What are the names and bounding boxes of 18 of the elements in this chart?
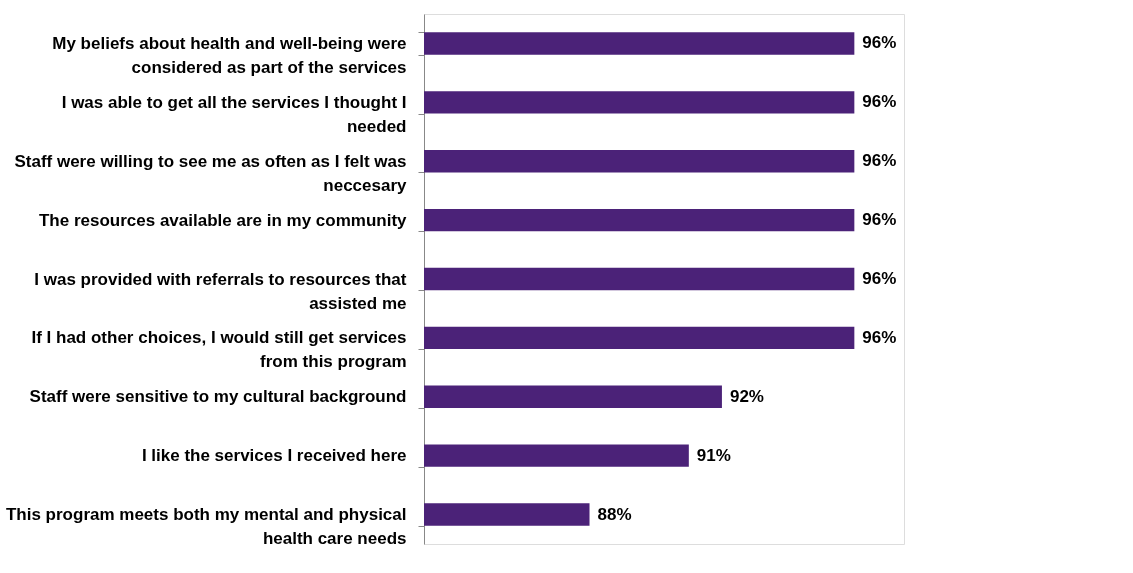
y-tick-label: The resources available are in my community — [38, 210, 408, 230]
data-label: 96% — [862, 33, 897, 53]
y-tick-label: If I had other choices, I would still get services from this program — [31, 328, 407, 372]
y-tick-label: I was provided with referrals to resources that assisted me — [34, 269, 407, 313]
data-label: 88% — [597, 504, 632, 524]
data-label: 96% — [862, 92, 897, 112]
data-label: 91% — [696, 445, 731, 465]
y-tick-label: Staff were sensitive to my cultural background — [29, 387, 407, 407]
y-tick-label: I like the services I received here — [141, 446, 407, 466]
y-tick-label: My beliefs about health and well-being were considered as part of the services — [52, 33, 407, 77]
y-tick-label: I was able to get all the services I thought I needed — [61, 92, 407, 136]
data-label: 92% — [729, 386, 764, 406]
y-tick-label: This program meets both my mental and physical health care needs — [5, 505, 407, 549]
data-label: 96% — [862, 151, 897, 171]
y-tick-label: Staff were willing to see me as often as I felt was neccesary — [14, 151, 408, 195]
data-label: 96% — [862, 327, 897, 347]
data-label: 96% — [862, 210, 897, 230]
data-label: 96% — [862, 269, 897, 288]
